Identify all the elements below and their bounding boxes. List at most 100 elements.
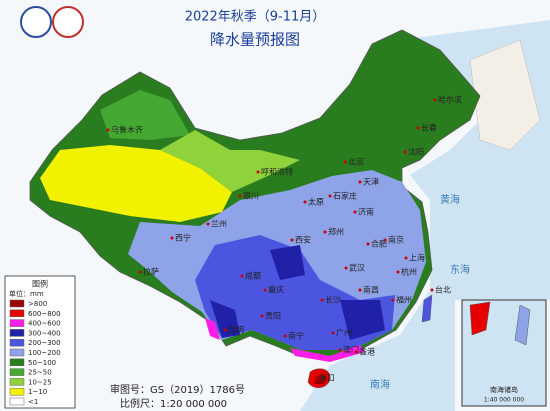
inset-scale: 1:40 000 000 [484, 397, 524, 404]
city-label: 合肥 [371, 239, 387, 249]
rain-area [210, 245, 385, 340]
legend-swatch [9, 338, 25, 347]
city-dot [238, 194, 242, 198]
city-dot [320, 298, 324, 302]
city-dot [290, 238, 294, 242]
legend-title: 图例 [32, 279, 48, 289]
city-dot [354, 350, 358, 354]
city-label: 西宁 [175, 233, 191, 243]
rain-area [100, 90, 190, 140]
taiwan [421, 294, 433, 323]
map-number: 审图号：GS（2019）1786号 [110, 383, 245, 396]
city-label: 北京 [348, 157, 364, 167]
city-dot [138, 270, 142, 274]
city-label: 拉萨 [143, 267, 159, 277]
legend-swatch [9, 309, 25, 318]
rain-area [40, 145, 232, 222]
city-dot [303, 200, 307, 204]
sea-label: 黄海 [440, 193, 460, 206]
city-label: 南昌 [363, 285, 379, 295]
logo [52, 6, 84, 38]
city-dot [366, 242, 370, 246]
city-dot [328, 194, 332, 198]
neighbor-land [469, 39, 541, 151]
legend-label: 400~600 [28, 320, 61, 328]
city-label: 哈尔滨 [438, 95, 462, 105]
legend-label: 600~800 [28, 310, 61, 318]
city-label: 石家庄 [333, 191, 357, 201]
inset-title: 南海诸岛 [490, 385, 518, 394]
legend-label: 10~25 [28, 378, 52, 386]
city-dot [260, 314, 264, 318]
city-dot [240, 274, 244, 278]
city-dot [403, 150, 407, 154]
city-dot [283, 334, 287, 338]
legend-label: 100~200 [28, 349, 61, 357]
legend-swatch [9, 378, 25, 386]
city-label: 香港 [359, 347, 375, 357]
city-dot [106, 128, 110, 132]
subtitle: 降水量预报图 [210, 31, 300, 49]
city-dot [314, 376, 318, 380]
legend-swatch [9, 397, 25, 406]
city-dot [391, 298, 395, 302]
legend-unit: 单位：mm [9, 289, 44, 298]
legend-label: <1 [28, 398, 38, 406]
city-label: 澳门 [343, 345, 359, 355]
city-label: 台北 [435, 285, 451, 295]
city-label: 武汉 [349, 263, 365, 273]
city-dot [383, 238, 387, 242]
legend-swatch [9, 358, 25, 367]
city-dot [206, 222, 210, 226]
inset-land [514, 304, 531, 346]
rain-area [195, 235, 395, 350]
city-label: 呼和浩特 [261, 167, 293, 177]
city-label: 上海 [409, 253, 425, 263]
rain-area [314, 374, 326, 384]
city-dot [263, 288, 267, 292]
legend-swatch [9, 319, 25, 327]
city-label: 南京 [388, 235, 404, 245]
city-label: 兰州 [211, 219, 227, 229]
city-dot [338, 348, 342, 352]
city-label: 太原 [308, 197, 324, 207]
city-dot [396, 270, 400, 274]
city-label: 成都 [245, 271, 261, 281]
city-dot [358, 180, 362, 184]
legend-label: 25~50 [28, 369, 52, 377]
city-dot [416, 126, 420, 130]
city-dot [256, 170, 260, 174]
scale: 比例尺：1:20 000 000 [120, 397, 227, 410]
city-label: 郑州 [328, 227, 344, 237]
city-dot [343, 160, 347, 164]
city-dot [170, 236, 174, 240]
legend-label: 50~100 [28, 359, 56, 367]
city-dot [353, 210, 357, 214]
legend-label: 1~10 [28, 388, 47, 396]
legend-label: >800 [28, 300, 47, 308]
city-dot [404, 256, 408, 260]
city-label: 海口 [319, 373, 335, 383]
city-dot [223, 328, 227, 332]
city-label: 长沙 [325, 295, 341, 305]
legend-swatch [9, 368, 25, 376]
city-label: 昆明 [228, 326, 244, 335]
city-label: 南宁 [288, 331, 304, 341]
legend-swatch [9, 348, 25, 357]
rain-area [160, 130, 300, 192]
city-label: 济南 [358, 207, 374, 217]
city-label: 贵阳 [265, 311, 281, 321]
city-label: 乌鲁木齐 [111, 125, 143, 135]
inset-land [469, 301, 491, 336]
logo [20, 6, 52, 38]
city-label: 银川 [243, 191, 259, 201]
legend-label: 300~400 [28, 329, 61, 337]
legend-swatch [9, 329, 25, 337]
city-dot [358, 288, 362, 292]
sea-label: 东海 [450, 263, 470, 276]
legend-label: 200~300 [28, 339, 61, 347]
city-dot [433, 98, 437, 102]
city-label: 广州 [336, 328, 352, 338]
city-label: 杭州 [401, 267, 417, 277]
